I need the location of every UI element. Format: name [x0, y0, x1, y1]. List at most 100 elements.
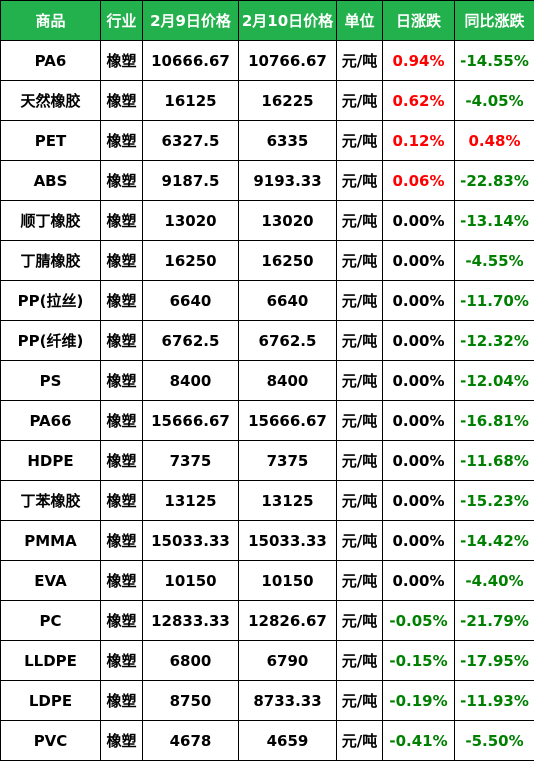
price-feb10-cell: 9193.33 — [238, 160, 337, 201]
table-row: 顺丁橡胶 橡塑 13020 13020 元/吨 0.00% -13.14% — [0, 200, 534, 241]
price-feb9-cell: 15033.33 — [142, 520, 239, 561]
industry-cell: 橡塑 — [100, 520, 143, 561]
daily-change-cell: 0.00% — [382, 360, 455, 401]
unit-cell: 元/吨 — [336, 240, 383, 281]
unit-cell: 元/吨 — [336, 200, 383, 241]
header-industry: 行业 — [100, 0, 143, 41]
table-row: EVA 橡塑 10150 10150 元/吨 0.00% -4.40% — [0, 560, 534, 601]
table-row: PP(纤维) 橡塑 6762.5 6762.5 元/吨 0.00% -12.32% — [0, 320, 534, 361]
daily-change-cell: 0.00% — [382, 440, 455, 481]
unit-cell: 元/吨 — [336, 600, 383, 641]
industry-cell: 橡塑 — [100, 560, 143, 601]
industry-cell: 橡塑 — [100, 320, 143, 361]
table-row: 丁腈橡胶 橡塑 16250 16250 元/吨 0.00% -4.55% — [0, 240, 534, 281]
table-row: 天然橡胶 橡塑 16125 16225 元/吨 0.62% -4.05% — [0, 80, 534, 121]
table-body: PA6 橡塑 10666.67 10766.67 元/吨 0.94% -14.55% 天然橡胶… — [0, 40, 534, 761]
price-feb9-cell: 8750 — [142, 680, 239, 721]
commodity-cell: PA66 — [0, 400, 101, 441]
unit-cell: 元/吨 — [336, 520, 383, 561]
commodity-cell: HDPE — [0, 440, 101, 481]
header-yoy-change: 同比涨跌 — [454, 0, 534, 41]
price-feb9-cell: 6800 — [142, 640, 239, 681]
commodity-cell: 天然橡胶 — [0, 80, 101, 121]
industry-cell: 橡塑 — [100, 680, 143, 721]
industry-cell: 橡塑 — [100, 400, 143, 441]
table-row: PVC 橡塑 4678 4659 元/吨 -0.41% -5.50% — [0, 720, 534, 761]
table-row: PA6 橡塑 10666.67 10766.67 元/吨 0.94% -14.55% — [0, 40, 534, 81]
table-row: 丁苯橡胶 橡塑 13125 13125 元/吨 0.00% -15.23% — [0, 480, 534, 521]
yoy-change-cell: -15.23% — [454, 480, 534, 521]
commodity-cell: LDPE — [0, 680, 101, 721]
price-feb10-cell: 15666.67 — [238, 400, 337, 441]
unit-cell: 元/吨 — [336, 720, 383, 761]
price-feb9-cell: 9187.5 — [142, 160, 239, 201]
table-row: HDPE 橡塑 7375 7375 元/吨 0.00% -11.68% — [0, 440, 534, 481]
commodity-cell: EVA — [0, 560, 101, 601]
industry-cell: 橡塑 — [100, 360, 143, 401]
daily-change-cell: 0.00% — [382, 320, 455, 361]
price-feb10-cell: 13125 — [238, 480, 337, 521]
industry-cell: 橡塑 — [100, 240, 143, 281]
commodity-cell: 丁苯橡胶 — [0, 480, 101, 521]
industry-cell: 橡塑 — [100, 440, 143, 481]
price-feb9-cell: 15666.67 — [142, 400, 239, 441]
unit-cell: 元/吨 — [336, 560, 383, 601]
price-feb10-cell: 6790 — [238, 640, 337, 681]
header-daily-change: 日涨跌 — [382, 0, 455, 41]
price-feb10-cell: 15033.33 — [238, 520, 337, 561]
industry-cell: 橡塑 — [100, 480, 143, 521]
commodity-cell: PS — [0, 360, 101, 401]
yoy-change-cell: -22.83% — [454, 160, 534, 201]
price-feb10-cell: 6640 — [238, 280, 337, 321]
unit-cell: 元/吨 — [336, 400, 383, 441]
table-row: PET 橡塑 6327.5 6335 元/吨 0.12% 0.48% — [0, 120, 534, 161]
price-feb10-cell: 6335 — [238, 120, 337, 161]
yoy-change-cell: -17.95% — [454, 640, 534, 681]
commodity-cell: LLDPE — [0, 640, 101, 681]
unit-cell: 元/吨 — [336, 120, 383, 161]
daily-change-cell: -0.15% — [382, 640, 455, 681]
yoy-change-cell: -12.04% — [454, 360, 534, 401]
table-row: LDPE 橡塑 8750 8733.33 元/吨 -0.19% -11.93% — [0, 680, 534, 721]
yoy-change-cell: -12.32% — [454, 320, 534, 361]
price-feb9-cell: 13020 — [142, 200, 239, 241]
unit-cell: 元/吨 — [336, 160, 383, 201]
daily-change-cell: 0.06% — [382, 160, 455, 201]
unit-cell: 元/吨 — [336, 280, 383, 321]
daily-change-cell: 0.00% — [382, 240, 455, 281]
commodity-cell: PMMA — [0, 520, 101, 561]
industry-cell: 橡塑 — [100, 280, 143, 321]
price-feb10-cell: 8400 — [238, 360, 337, 401]
commodity-cell: 丁腈橡胶 — [0, 240, 101, 281]
daily-change-cell: 0.00% — [382, 560, 455, 601]
daily-change-cell: -0.41% — [382, 720, 455, 761]
price-feb10-cell: 13020 — [238, 200, 337, 241]
daily-change-cell: -0.19% — [382, 680, 455, 721]
daily-change-cell: 0.12% — [382, 120, 455, 161]
commodity-cell: PA6 — [0, 40, 101, 81]
table-row: LLDPE 橡塑 6800 6790 元/吨 -0.15% -17.95% — [0, 640, 534, 681]
industry-cell: 橡塑 — [100, 600, 143, 641]
table-row: PS 橡塑 8400 8400 元/吨 0.00% -12.04% — [0, 360, 534, 401]
daily-change-cell: 0.00% — [382, 520, 455, 561]
commodity-cell: PET — [0, 120, 101, 161]
header-commodity: 商品 — [0, 0, 101, 41]
commodity-cell: 顺丁橡胶 — [0, 200, 101, 241]
price-feb9-cell: 4678 — [142, 720, 239, 761]
price-feb10-cell: 12826.67 — [238, 600, 337, 641]
table-row: PP(拉丝) 橡塑 6640 6640 元/吨 0.00% -11.70% — [0, 280, 534, 321]
price-feb9-cell: 7375 — [142, 440, 239, 481]
price-feb9-cell: 6762.5 — [142, 320, 239, 361]
header-row: 商品 行业 2月9日价格 2月10日价格 单位 日涨跌 同比涨跌 — [0, 0, 534, 41]
price-feb9-cell: 16125 — [142, 80, 239, 121]
price-feb10-cell: 7375 — [238, 440, 337, 481]
yoy-change-cell: -14.42% — [454, 520, 534, 561]
yoy-change-cell: -5.50% — [454, 720, 534, 761]
price-feb9-cell: 8400 — [142, 360, 239, 401]
yoy-change-cell: -4.55% — [454, 240, 534, 281]
table-row: PA66 橡塑 15666.67 15666.67 元/吨 0.00% -16.81% — [0, 400, 534, 441]
price-feb10-cell: 10150 — [238, 560, 337, 601]
yoy-change-cell: -4.40% — [454, 560, 534, 601]
unit-cell: 元/吨 — [336, 640, 383, 681]
commodity-cell: ABS — [0, 160, 101, 201]
